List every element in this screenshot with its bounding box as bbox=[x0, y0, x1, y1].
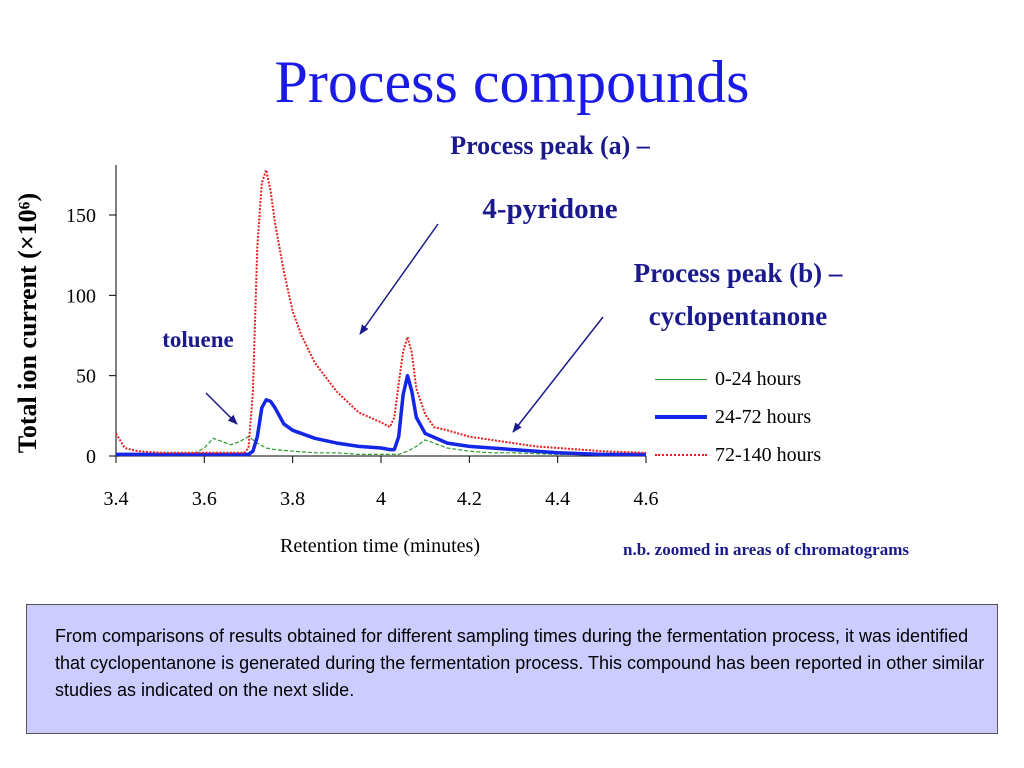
series-lines bbox=[115, 169, 647, 457]
y-tick-label: 100 bbox=[66, 285, 96, 307]
callout-arrows bbox=[205, 223, 604, 433]
arrow-peak-b bbox=[512, 316, 604, 433]
y-tick-label: 150 bbox=[66, 205, 96, 227]
legend-label: 0-24 hours bbox=[715, 367, 802, 390]
callout-toluene: toluene bbox=[162, 327, 234, 352]
series-line-72-140-hours bbox=[115, 169, 647, 454]
y-tick-label: 50 bbox=[76, 366, 96, 388]
series-line-24-72-hours bbox=[116, 373, 646, 457]
x-tick-label: 3.8 bbox=[280, 488, 305, 510]
legend-label: 72-140 hours bbox=[715, 443, 822, 466]
x-tick-label: 4.2 bbox=[457, 488, 482, 510]
legend-item: 24-72 hours bbox=[655, 398, 875, 436]
legend-item: 0-24 hours bbox=[655, 360, 875, 398]
chromatogram-chart: 3.4 3.6 3.8 4 4.2 4.4 4.6 0 50 100 150 bbox=[66, 165, 659, 510]
arrow-toluene bbox=[205, 392, 238, 425]
series-line-0-24-hours bbox=[116, 436, 646, 455]
legend-swatch-0-24 bbox=[655, 378, 707, 380]
slide-title: Process compounds bbox=[274, 49, 750, 115]
x-tick-label: 3.6 bbox=[192, 488, 217, 510]
callout-peak-a-title: Process peak (a) – bbox=[450, 131, 650, 160]
info-box: From comparisons of results obtained for… bbox=[26, 604, 998, 734]
x-axis-label: Retention time (minutes) bbox=[280, 535, 480, 557]
zoom-note: n.b. zoomed in areas of chromatograms bbox=[623, 540, 909, 559]
callout-peak-a-compound: 4-pyridone bbox=[482, 193, 618, 225]
x-tick-label: 4.4 bbox=[545, 488, 570, 510]
chart-legend: 0-24 hours 24-72 hours 72-140 hours bbox=[655, 360, 875, 474]
callout-peak-b-title: Process peak (b) – bbox=[633, 258, 843, 288]
x-tick-label: 4 bbox=[376, 488, 386, 510]
axes: 3.4 3.6 3.8 4 4.2 4.4 4.6 0 50 100 150 bbox=[66, 165, 659, 510]
info-text: From comparisons of results obtained for… bbox=[55, 626, 985, 700]
legend-swatch-72-140 bbox=[655, 454, 707, 456]
x-tick-label: 3.4 bbox=[104, 488, 129, 510]
y-tick-label: 0 bbox=[86, 446, 96, 468]
callout-peak-b-compound: cyclopentanone bbox=[648, 301, 828, 331]
x-tick-label: 4.6 bbox=[634, 488, 659, 510]
arrow-peak-a bbox=[359, 223, 439, 335]
legend-label: 24-72 hours bbox=[715, 405, 812, 428]
legend-swatch-24-72 bbox=[655, 415, 707, 419]
legend-item: 72-140 hours bbox=[655, 436, 875, 474]
